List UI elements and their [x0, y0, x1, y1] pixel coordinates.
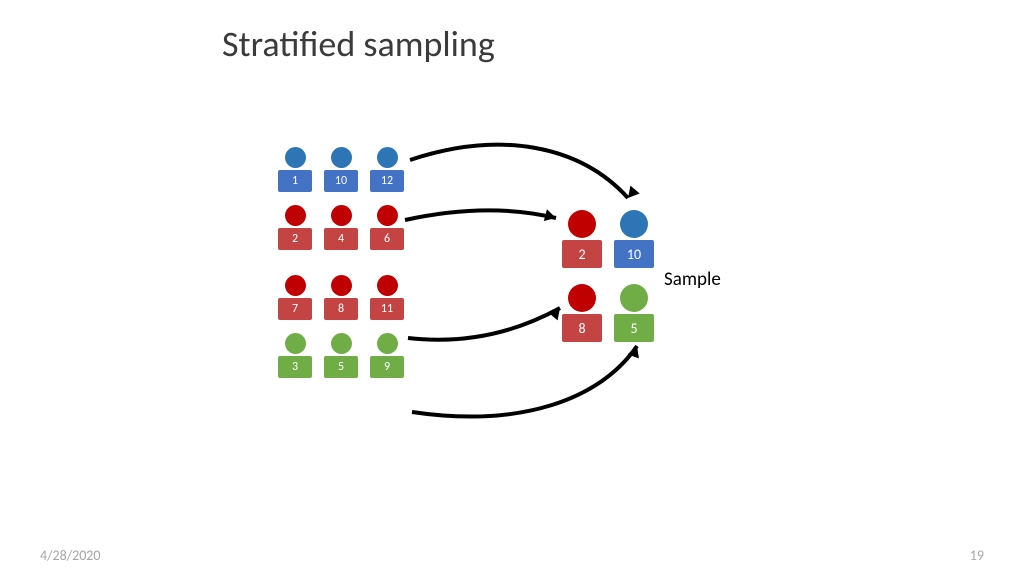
person-body: 11 [370, 298, 404, 320]
person-body: 6 [370, 228, 404, 250]
person-icon: 6 [370, 205, 404, 250]
footer-page-number: 19 [970, 547, 984, 564]
person-body: 10 [614, 240, 654, 268]
person-body: 12 [370, 170, 404, 192]
person-body: 3 [278, 356, 312, 378]
person-icon: 1 [278, 147, 312, 192]
person-icon: 10 [614, 210, 654, 268]
person-head-icon [620, 210, 648, 238]
person-body: 8 [324, 298, 358, 320]
person-body: 8 [562, 314, 602, 342]
person-icon: 7 [278, 275, 312, 320]
person-body: 1 [278, 170, 312, 192]
arrow-head-icon [623, 186, 639, 202]
arrow-shaft [412, 346, 637, 416]
person-head-icon [331, 147, 352, 168]
footer-date: 4/28/2020 [40, 547, 100, 564]
person-icon: 4 [324, 205, 358, 250]
person-head-icon [285, 205, 306, 226]
arrow-head-icon [628, 344, 643, 358]
person-icon: 11 [370, 275, 404, 320]
person-head-icon [377, 205, 398, 226]
person-head-icon [620, 284, 648, 312]
person-head-icon [331, 333, 352, 354]
person-icon: 8 [324, 275, 358, 320]
sample-label: Sample [664, 268, 721, 291]
arrow-shaft [405, 210, 556, 220]
person-head-icon [377, 275, 398, 296]
arrow-layer [0, 0, 1024, 576]
slide-title: Stratified sampling [222, 22, 495, 66]
person-body: 10 [324, 170, 358, 192]
person-body: 5 [614, 314, 654, 342]
person-icon: 10 [324, 147, 358, 192]
person-head-icon [331, 205, 352, 226]
person-head-icon [331, 275, 352, 296]
person-icon: 9 [370, 333, 404, 378]
person-head-icon [285, 275, 306, 296]
person-head-icon [377, 333, 398, 354]
arrow-head-icon [544, 209, 558, 224]
person-icon: 2 [278, 205, 312, 250]
person-head-icon [377, 147, 398, 168]
person-icon: 2 [562, 210, 602, 268]
person-icon: 8 [562, 284, 602, 342]
person-icon: 12 [370, 147, 404, 192]
person-body: 5 [324, 356, 358, 378]
arrow-shaft [408, 308, 560, 340]
person-head-icon [285, 333, 306, 354]
person-body: 2 [562, 240, 602, 268]
person-icon: 5 [324, 333, 358, 378]
person-icon: 3 [278, 333, 312, 378]
person-body: 9 [370, 356, 404, 378]
person-icon: 5 [614, 284, 654, 342]
person-body: 4 [324, 228, 358, 250]
person-head-icon [568, 210, 596, 238]
arrow-shaft [410, 145, 628, 198]
person-head-icon [285, 147, 306, 168]
person-head-icon [568, 284, 596, 312]
person-body: 2 [278, 228, 312, 250]
person-body: 7 [278, 298, 312, 320]
